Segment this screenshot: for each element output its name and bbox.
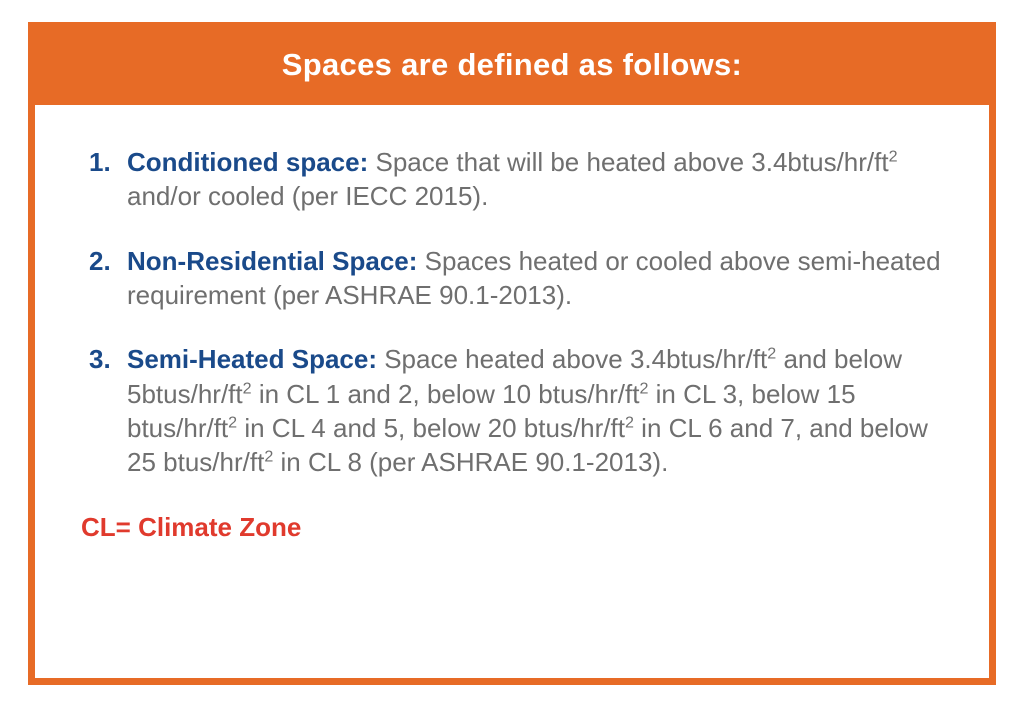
superscript: 2 [889,147,898,165]
card-title: Spaces are defined as follows: [282,47,742,82]
term-label: Semi-Heated Space: [127,344,377,374]
definition-list: Conditioned space: Space that will be he… [81,145,943,480]
superscript: 2 [243,379,252,397]
superscript: 2 [228,413,237,431]
card-body: Conditioned space: Space that will be he… [35,105,989,564]
list-item: Non-Residential Space: Spaces heated or … [127,244,943,313]
list-item: Conditioned space: Space that will be he… [127,145,943,214]
card-header: Spaces are defined as follows: [35,29,989,105]
superscript: 2 [264,448,273,466]
term-label: Conditioned space: [127,147,368,177]
superscript: 2 [767,345,776,363]
definition-card: Spaces are defined as follows: Condition… [28,22,996,685]
footnote: CL= Climate Zone [81,510,943,544]
list-item: Semi-Heated Space: Space heated above 3.… [127,342,943,479]
superscript: 2 [625,413,634,431]
term-label: Non-Residential Space: [127,246,417,276]
